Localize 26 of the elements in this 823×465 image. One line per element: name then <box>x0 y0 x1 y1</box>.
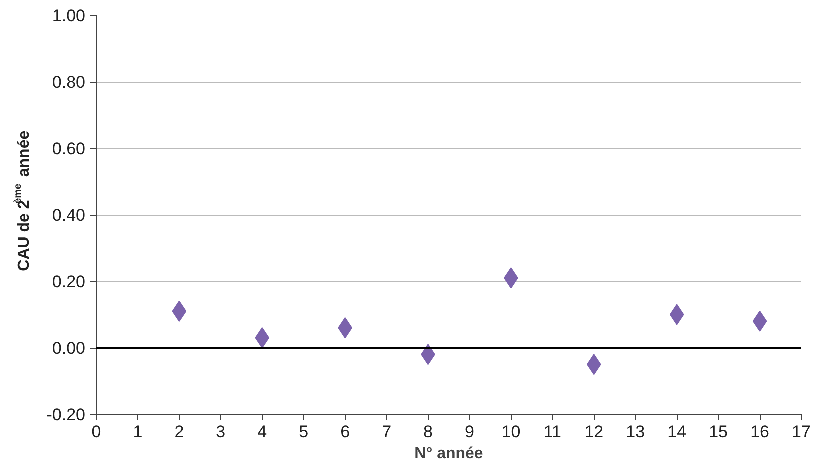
x-tick-label: 14 <box>668 422 687 442</box>
x-tick-label: 15 <box>709 422 728 442</box>
x-tick-label: 1 <box>133 422 143 442</box>
x-tick-label: 6 <box>340 422 350 442</box>
x-tick-label: 9 <box>465 422 474 442</box>
y-tick-label: -0.20 <box>46 406 86 424</box>
x-tick-label: 2 <box>174 422 184 442</box>
x-axis-title: N° année <box>414 446 484 462</box>
y-tick-label: 0.00 <box>52 339 86 358</box>
x-tick-label: 17 <box>792 422 811 442</box>
x-tick-label: 4 <box>258 422 268 442</box>
x-tick-label: 5 <box>299 422 309 442</box>
x-tick-label: 7 <box>382 422 392 442</box>
x-tick-label: 12 <box>584 422 604 442</box>
y-tick-label: 0.20 <box>52 272 86 292</box>
x-tick-label: 11 <box>544 422 562 442</box>
y-tick-label: 0.80 <box>52 73 86 92</box>
x-tick-label: 16 <box>750 422 770 442</box>
x-tick-label: 0 <box>92 422 102 442</box>
y-tick-label: 0.40 <box>52 206 86 225</box>
y-tick-label: 1.00 <box>52 6 86 26</box>
x-tick-label: 3 <box>216 422 226 442</box>
y-tick-label: 0.60 <box>52 140 86 158</box>
x-tick-label: 13 <box>626 422 646 442</box>
x-tick-label: 8 <box>424 422 434 442</box>
x-tick-label: 10 <box>502 422 521 442</box>
